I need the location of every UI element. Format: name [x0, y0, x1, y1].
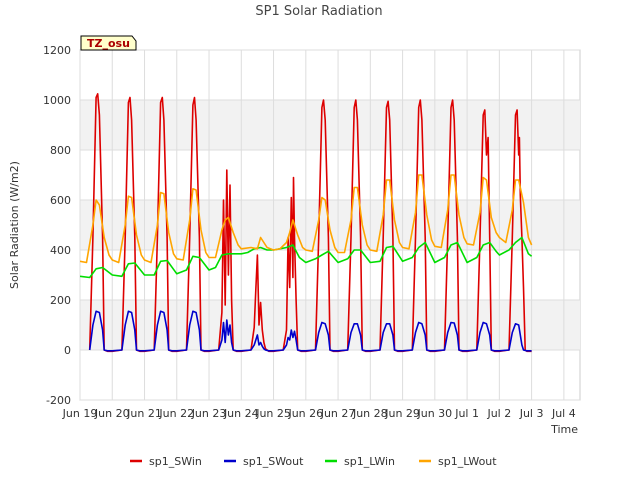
- x-tick-label: Jun 26: [287, 407, 323, 420]
- y-tick-label: 800: [50, 144, 71, 157]
- y-tick-label: 200: [50, 294, 71, 307]
- x-tick-label: Jul 3: [519, 407, 544, 420]
- x-tick-label: Jun 29: [384, 407, 420, 420]
- x-tick-label: Jun 24: [223, 407, 259, 420]
- legend-label: sp1_LWin: [344, 455, 395, 468]
- series-line-sp1_LWin: [80, 236, 533, 279]
- legend-label: sp1_SWin: [149, 455, 202, 468]
- x-tick-label: Jul 4: [551, 407, 576, 420]
- legend-label: sp1_LWout: [438, 455, 497, 468]
- tz-badge-label: TZ_osu: [87, 37, 130, 50]
- series-line-sp1_LWout: [80, 174, 533, 264]
- x-tick-label: Jun 21: [126, 407, 162, 420]
- x-axis-label: Time: [550, 423, 578, 436]
- x-tick-label: Jun 27: [320, 407, 356, 420]
- series-lines: [80, 93, 533, 353]
- x-tick-label: Jul 2: [486, 407, 511, 420]
- x-tick-label: Jun 30: [416, 407, 452, 420]
- legend: sp1_SWin sp1_SWout sp1_LWin sp1_LWout: [130, 455, 497, 468]
- x-tick-label: Jun 19: [62, 407, 98, 420]
- y-tick-label: 400: [50, 244, 71, 257]
- y-tick-label: 1200: [43, 44, 71, 57]
- series-line-sp1_SWout: [88, 310, 532, 352]
- y-axis-label: Solar Radiation (W/m2): [8, 161, 21, 289]
- legend-label: sp1_SWout: [243, 455, 304, 468]
- y-tick-label: 600: [50, 194, 71, 207]
- tz-badge: TZ_osu: [80, 35, 137, 51]
- x-tick-label: Jun 20: [94, 407, 130, 420]
- x-tick-label: Jun 22: [158, 407, 194, 420]
- x-tick-label: Jun 28: [352, 407, 388, 420]
- y-tick-label: 1000: [43, 94, 71, 107]
- gridlines: [79, 49, 580, 401]
- x-tick-label: Jun 25: [255, 407, 291, 420]
- y-axis-ticks: -200 0 200 400 600 800 1000 1200: [43, 44, 71, 407]
- grid-band: [80, 100, 580, 150]
- chart-title: SP1 Solar Radiation: [255, 4, 382, 19]
- x-tick-label: Jun 23: [191, 407, 227, 420]
- x-tick-label: Jul 1: [454, 407, 479, 420]
- y-tick-label: 0: [64, 344, 71, 357]
- y-tick-label: -200: [46, 394, 71, 407]
